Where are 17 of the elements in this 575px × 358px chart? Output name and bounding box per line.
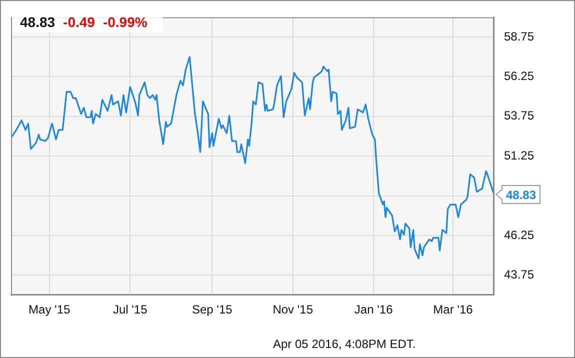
x-tick-label: Sep '15 [192, 302, 233, 317]
annotation: 48.83 [506, 188, 536, 202]
y-tick-label: 53.75 [504, 108, 534, 123]
y-tick-label: 46.25 [504, 228, 534, 242]
x-tick-label: Jan '16 [354, 302, 394, 317]
y-tick-label: 56.25 [504, 69, 534, 84]
annotation: -0.99% [102, 14, 148, 30]
text: Apr 05 2016, 4:08PM EDT. [273, 337, 416, 351]
x-tick-label: May '15 [28, 302, 71, 317]
annotation: 48.83 [20, 14, 56, 30]
x-tick-label: Nov '15 [272, 302, 314, 317]
annotation: -0.49 [63, 14, 95, 30]
x-tick-label: Mar '16 [433, 302, 474, 317]
y-tick-label: 51.25 [504, 148, 534, 162]
y-tick-label: 43.75 [504, 267, 534, 282]
y-tick-label: 58.75 [504, 29, 534, 44]
x-tick-label: Jul '15 [112, 302, 148, 317]
